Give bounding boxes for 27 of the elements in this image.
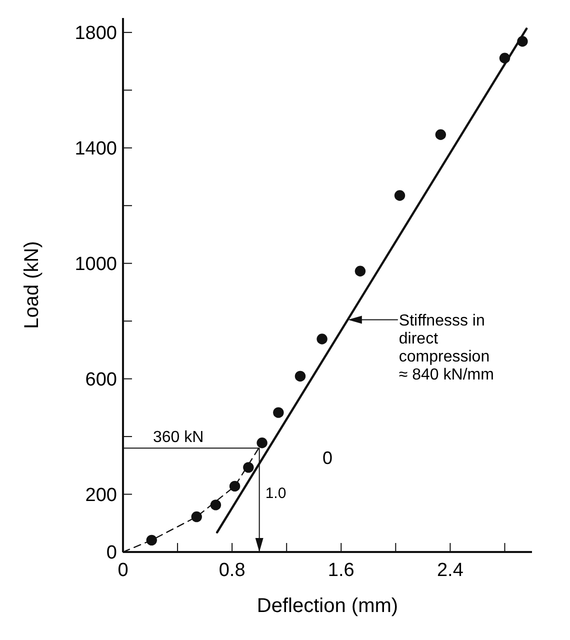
point: [354, 266, 366, 276]
point: [191, 511, 202, 522]
x-tick-label: 2.4: [436, 560, 464, 581]
point: [435, 129, 446, 140]
y-tick-label: 1400: [74, 138, 117, 160]
point: [316, 334, 328, 344]
point: [394, 190, 406, 201]
x-tick-label: 0.8: [218, 560, 246, 581]
y-tick-label: 200: [85, 484, 117, 506]
point: [256, 438, 268, 448]
point: [210, 500, 222, 510]
point: [294, 370, 306, 382]
ref-line-label: 360 kN: [153, 429, 204, 446]
x-axis-title: Deflection (mm): [256, 595, 398, 617]
point: [146, 534, 157, 546]
y-tick-label: 0: [106, 542, 117, 564]
point: [273, 407, 284, 418]
point: [229, 480, 240, 492]
y-tick-label: 600: [85, 369, 117, 390]
y-tick-label: 1800: [74, 23, 117, 44]
y-axis-title: Load (kN): [21, 241, 43, 329]
annotation: 0: [322, 448, 333, 468]
y-tick-label: 1000: [74, 254, 117, 275]
point: [243, 462, 254, 473]
annotation: Stiffnesss in direct compression ≈ 840 kN/mm: [398, 312, 494, 384]
ref-line-label: 1.0: [265, 485, 286, 502]
x-tick-label: 1.6: [328, 560, 354, 581]
